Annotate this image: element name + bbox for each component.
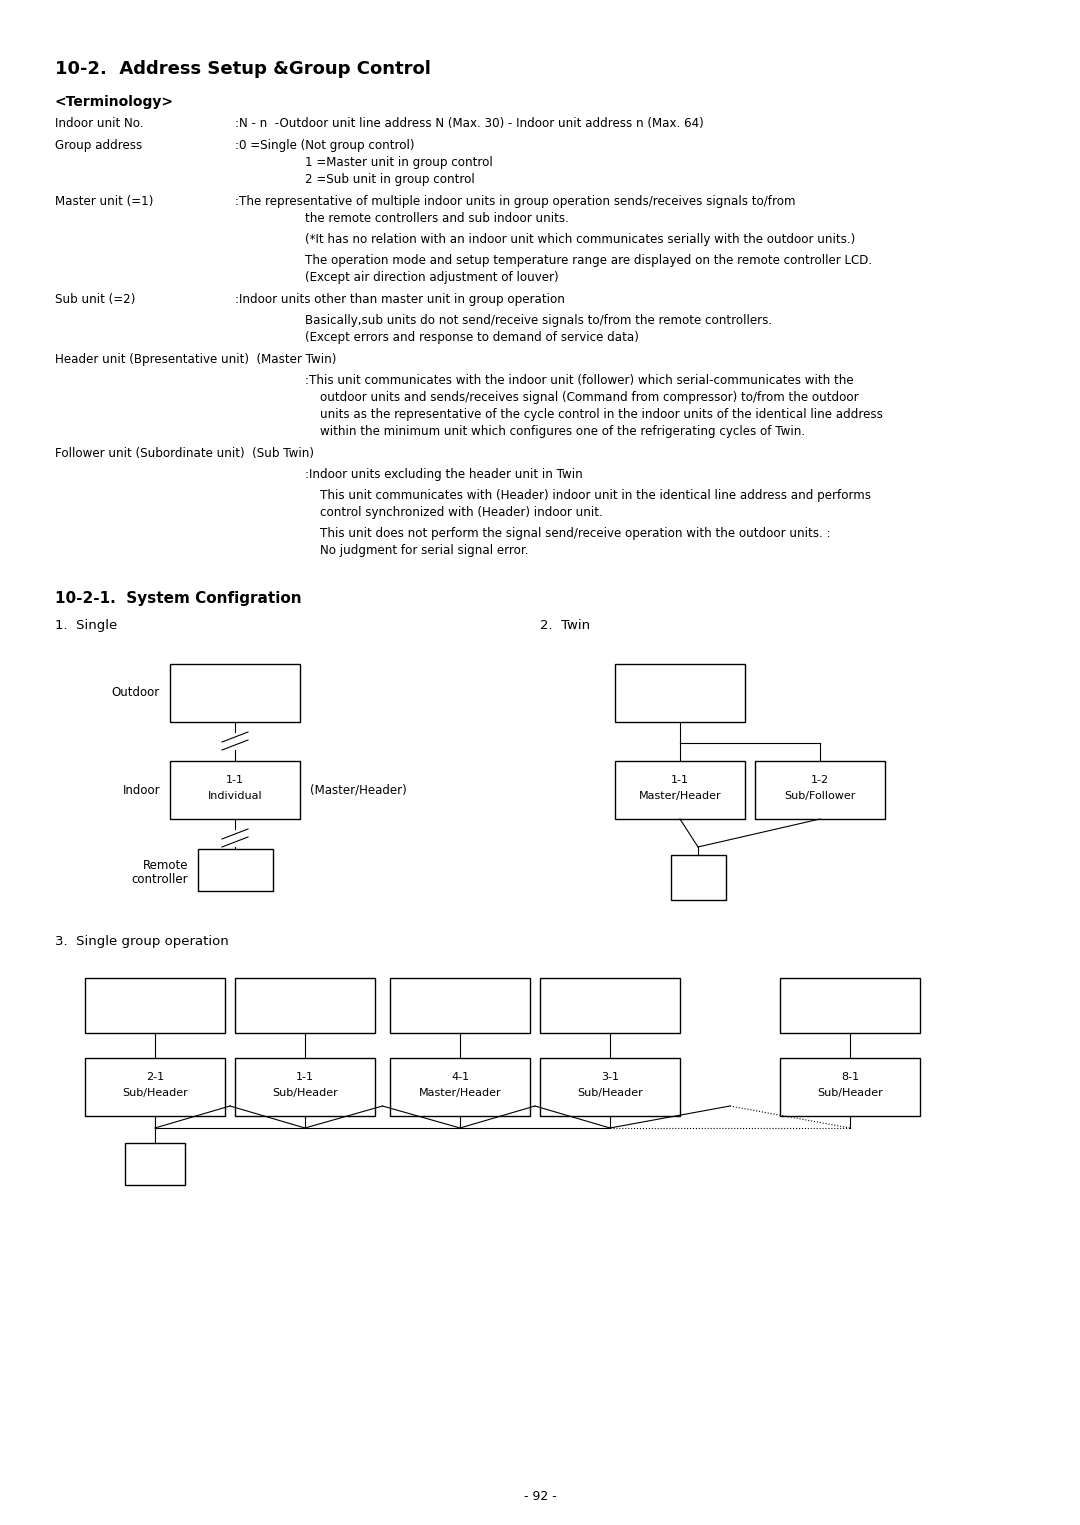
Text: Indoor unit No.: Indoor unit No.	[55, 117, 144, 130]
Bar	[125, 1144, 185, 1185]
Bar	[170, 761, 300, 819]
Bar	[390, 1058, 530, 1116]
Text: 4-1: 4-1	[451, 1072, 469, 1083]
Text: (Master/Header): (Master/Header)	[310, 784, 407, 796]
Text: No judgment for serial signal error.: No judgment for serial signal error.	[320, 544, 528, 557]
Text: :This unit communicates with the indoor unit (follower) which serial-communicate: :This unit communicates with the indoor …	[305, 374, 853, 387]
Text: Sub/Follower: Sub/Follower	[784, 791, 855, 801]
Bar	[615, 761, 745, 819]
Text: Individual: Individual	[207, 791, 262, 801]
Text: outdoor units and sends/receives signal (Command from compressor) to/from the ou: outdoor units and sends/receives signal …	[320, 390, 859, 404]
Text: This unit does not perform the signal send/receive operation with the outdoor un: This unit does not perform the signal se…	[320, 528, 831, 540]
Text: The operation mode and setup temperature range are displayed on the remote contr: The operation mode and setup temperature…	[305, 255, 873, 267]
Text: :The representative of multiple indoor units in group operation sends/receives s: :The representative of multiple indoor u…	[235, 195, 796, 207]
Text: Master unit (=1): Master unit (=1)	[55, 195, 153, 207]
Text: Follower unit (Subordinate unit)  (Sub Twin): Follower unit (Subordinate unit) (Sub Tw…	[55, 447, 314, 461]
Text: 1.  Single: 1. Single	[55, 619, 118, 631]
Bar	[540, 1058, 680, 1116]
Text: control synchronized with (Header) indoor unit.: control synchronized with (Header) indoo…	[320, 506, 603, 518]
Text: 3-1: 3-1	[600, 1072, 619, 1083]
Text: (*It has no relation with an indoor unit which communicates serially with the ou: (*It has no relation with an indoor unit…	[305, 233, 855, 246]
Text: Master/Header: Master/Header	[638, 791, 721, 801]
Text: :N - n  -Outdoor unit line address N (Max. 30) - Indoor unit address n (Max. 64): :N - n -Outdoor unit line address N (Max…	[235, 117, 704, 130]
Text: (Except errors and response to demand of service data): (Except errors and response to demand of…	[305, 331, 639, 345]
Bar	[85, 1058, 225, 1116]
Bar	[780, 1058, 920, 1116]
Text: Remote: Remote	[143, 859, 188, 872]
Text: Header unit (Bpresentative unit)  (Master Twin): Header unit (Bpresentative unit) (Master…	[55, 352, 336, 366]
Bar	[755, 761, 885, 819]
Text: Indoor: Indoor	[122, 784, 160, 796]
Text: - 92 -: - 92 -	[524, 1490, 556, 1504]
Bar	[235, 1058, 375, 1116]
Text: 2.  Twin: 2. Twin	[540, 619, 590, 631]
Text: Sub/Header: Sub/Header	[818, 1087, 882, 1098]
Bar	[615, 663, 745, 721]
Text: Basically,sub units do not send/receive signals to/from the remote controllers.: Basically,sub units do not send/receive …	[305, 314, 772, 326]
Bar	[540, 978, 680, 1032]
Text: 1-1: 1-1	[671, 775, 689, 785]
Bar	[671, 856, 726, 900]
Bar	[85, 978, 225, 1032]
Text: Sub/Header: Sub/Header	[577, 1087, 643, 1098]
Text: Master/Header: Master/Header	[419, 1087, 501, 1098]
Text: the remote controllers and sub indoor units.: the remote controllers and sub indoor un…	[305, 212, 569, 226]
Text: (Except air direction adjustment of louver): (Except air direction adjustment of louv…	[305, 271, 558, 284]
Text: 1-1: 1-1	[226, 775, 244, 785]
Text: :Indoor units excluding the header unit in Twin: :Indoor units excluding the header unit …	[305, 468, 583, 480]
Text: Sub/Header: Sub/Header	[272, 1087, 338, 1098]
Text: 10-2.  Address Setup &Group Control: 10-2. Address Setup &Group Control	[55, 59, 431, 78]
Text: 1-2: 1-2	[811, 775, 829, 785]
Bar	[235, 978, 375, 1032]
Text: 10-2-1.  System Configration: 10-2-1. System Configration	[55, 592, 301, 605]
Text: Group address: Group address	[55, 139, 143, 153]
Text: 2 =Sub unit in group control: 2 =Sub unit in group control	[305, 172, 475, 186]
Text: 8-1: 8-1	[841, 1072, 859, 1083]
Bar	[390, 978, 530, 1032]
Text: :0 =Single (Not group control): :0 =Single (Not group control)	[235, 139, 415, 153]
Text: units as the representative of the cycle control in the indoor units of the iden: units as the representative of the cycle…	[320, 409, 882, 421]
Text: Sub/Header: Sub/Header	[122, 1087, 188, 1098]
Text: <Terminology>: <Terminology>	[55, 95, 174, 108]
Text: This unit communicates with (Header) indoor unit in the identical line address a: This unit communicates with (Header) ind…	[320, 490, 870, 502]
Text: Sub unit (=2): Sub unit (=2)	[55, 293, 135, 307]
Bar	[780, 978, 920, 1032]
Text: within the minimum unit which configures one of the refrigerating cycles of Twin: within the minimum unit which configures…	[320, 425, 805, 438]
Text: 1-1: 1-1	[296, 1072, 314, 1083]
Text: 1 =Master unit in group control: 1 =Master unit in group control	[305, 156, 492, 169]
Bar	[198, 849, 273, 891]
Text: Outdoor: Outdoor	[111, 686, 160, 700]
Text: 3.  Single group operation: 3. Single group operation	[55, 935, 229, 949]
Text: 2-1: 2-1	[146, 1072, 164, 1083]
Text: controller: controller	[132, 872, 188, 886]
Text: :Indoor units other than master unit in group operation: :Indoor units other than master unit in …	[235, 293, 565, 307]
Bar	[170, 663, 300, 721]
